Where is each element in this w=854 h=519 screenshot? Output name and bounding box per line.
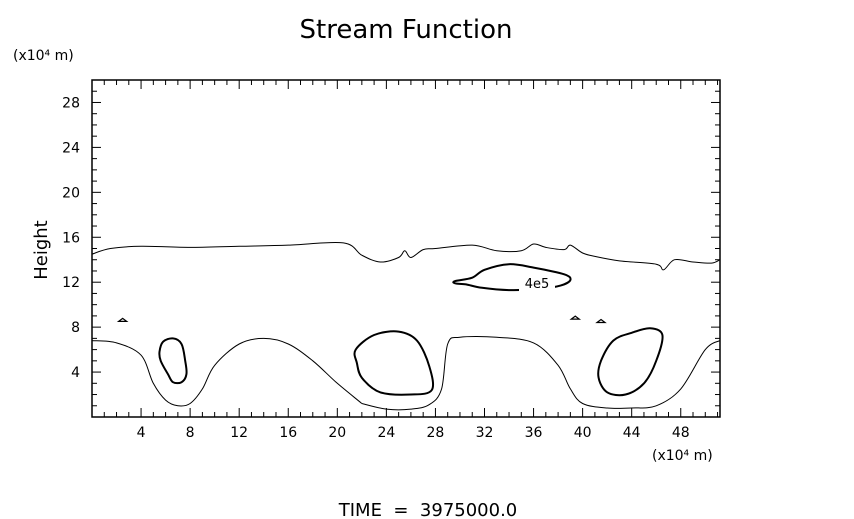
y-tick-label: 24 [62,140,80,156]
thin-contour-lower-22-51 [361,335,721,411]
y-tick-label: 12 [62,275,80,291]
y-tick-label: 4 [71,365,80,381]
x-tick-label: 24 [377,425,395,441]
thick-contour-cell-2 [353,330,435,396]
y-tick-label: 28 [62,95,80,111]
thin-contour-upper [91,241,721,271]
y-tick-label: 16 [62,230,80,246]
x-tick-label: 48 [672,425,690,441]
x-tick-label: 12 [230,425,248,441]
x-unit-label: (x10⁴ m) [652,448,713,464]
x-tick-label: 4 [137,425,146,441]
x-tick-label: 28 [427,425,445,441]
small-contour-marker [569,315,582,320]
contour-label-background [519,276,555,292]
y-axis-label: Height [31,220,52,280]
chart-title: Stream Function [300,15,513,45]
y-tick-label: 8 [71,320,80,336]
contour-label: 4e5 [525,277,550,292]
x-tick-label: 16 [279,425,297,441]
time-footer: TIME = 3975000.0 [338,500,518,519]
thin-contour-lower-0-22 [91,337,363,407]
thick-contour-cell-1 [158,337,188,385]
y-unit-label: (x10⁴ m) [13,48,74,64]
axis-ticks [92,80,720,417]
x-tick-label: 8 [186,425,195,441]
thick-contour-upper-cell [452,263,572,292]
x-tick-label: 20 [328,425,346,441]
y-tick-label: 20 [62,185,80,201]
small-contour-marker [595,318,607,324]
x-tick-label: 40 [574,425,592,441]
x-tick-label: 32 [476,425,494,441]
contour-lines [91,241,721,411]
x-tick-label: 36 [525,425,543,441]
x-tick-label: 44 [623,425,641,441]
small-contour-marker [116,317,129,322]
thick-contour-cell-3 [597,327,664,397]
